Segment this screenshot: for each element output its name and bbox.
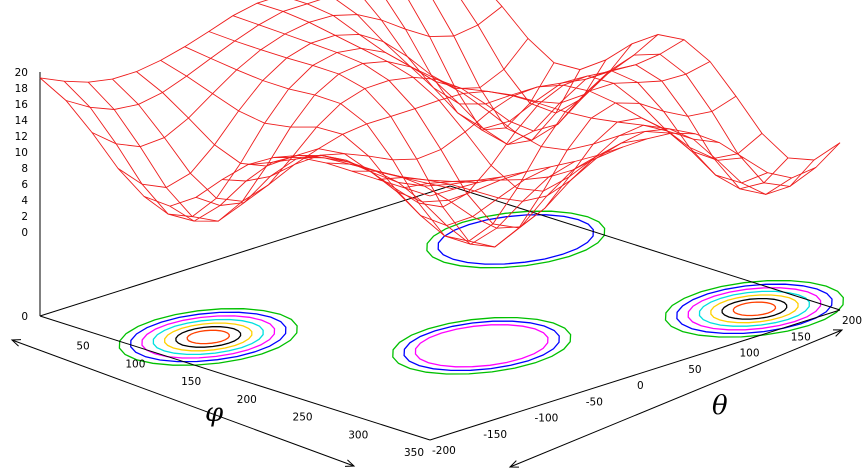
z-tick-label: 14 xyxy=(15,115,29,127)
surface-line-theta xyxy=(208,31,600,248)
surface-line-phi xyxy=(65,0,321,110)
contour-ring xyxy=(141,315,276,359)
axis-arrows xyxy=(10,329,844,468)
surface-line-theta xyxy=(87,81,479,222)
surface-line-theta xyxy=(63,80,455,222)
y-tick-label: 50 xyxy=(688,364,701,376)
contour-ring xyxy=(437,214,594,265)
x-tick-label: 250 xyxy=(293,412,313,424)
z-tick-label: 18 xyxy=(15,83,28,95)
surface-line-phi xyxy=(377,124,789,202)
surface-line-theta xyxy=(408,0,768,184)
contour-ring xyxy=(118,308,298,366)
surface-line-theta xyxy=(160,60,551,226)
surface-line-theta xyxy=(293,0,672,151)
surface-line-phi xyxy=(117,33,529,188)
x-tick-label: 100 xyxy=(125,358,145,370)
contour-ring xyxy=(186,329,230,345)
y-axis-arrow xyxy=(508,329,844,468)
surface-line-theta xyxy=(256,2,648,192)
surface-line-theta xyxy=(432,0,793,195)
surface-line-phi xyxy=(39,0,269,83)
surface-line-theta xyxy=(460,0,817,187)
frame-edge xyxy=(39,315,431,441)
surface-line-theta xyxy=(495,0,841,161)
frame-edge xyxy=(39,185,451,317)
z-tick-label: 8 xyxy=(21,163,28,175)
surface-line-phi xyxy=(325,95,737,248)
contour-ring xyxy=(175,326,242,348)
contour-ring xyxy=(130,311,287,363)
surface-mesh xyxy=(39,0,841,248)
surface-line-theta xyxy=(364,0,720,144)
surface-line-theta xyxy=(385,0,744,161)
frame-edge xyxy=(449,185,841,311)
surface-line-theta xyxy=(232,15,624,229)
z-tick-label: 2 xyxy=(21,211,28,223)
contour-ring xyxy=(698,290,810,327)
contour-ring xyxy=(710,294,799,324)
contour-ring xyxy=(152,318,264,356)
x-tick-label: 350 xyxy=(404,447,424,459)
x-tick-label: 300 xyxy=(348,429,368,441)
y-tick-label: 0 xyxy=(637,380,644,392)
y-tick-label: 200 xyxy=(842,315,862,327)
contour-ring xyxy=(721,297,788,320)
y-axis-label: θ xyxy=(712,391,728,421)
base-frame xyxy=(39,72,841,441)
z-tick-label: 20 xyxy=(15,67,28,79)
contour-ring xyxy=(164,322,253,352)
x-axis-arrow xyxy=(10,339,356,467)
z-tick-label: 12 xyxy=(15,131,28,143)
contour-ring xyxy=(732,301,777,317)
surface-line-theta xyxy=(136,71,527,203)
surface-line-phi xyxy=(91,6,503,148)
frame-edge xyxy=(429,309,841,441)
y-tick-label: -150 xyxy=(483,429,507,441)
z-tick-label: 16 xyxy=(15,99,29,111)
x-tick-label: 50 xyxy=(76,341,89,353)
y-tick-label: -200 xyxy=(432,445,456,457)
surface-line-phi xyxy=(169,60,581,222)
y-tick-label: -100 xyxy=(535,413,559,425)
contour-ring xyxy=(403,320,560,372)
contour-ring xyxy=(392,316,572,375)
z-tick-label: 4 xyxy=(21,195,28,207)
z-base-tick-label: 0 xyxy=(21,311,28,323)
surface-line-phi xyxy=(221,43,633,182)
contour-ring xyxy=(414,324,549,368)
contour-ring xyxy=(664,279,844,338)
surface-line-theta xyxy=(39,77,431,207)
surface-line-theta xyxy=(112,78,503,202)
contour-ring xyxy=(426,210,606,269)
z-tick-label: 0 xyxy=(21,227,28,239)
y-tick-label: 100 xyxy=(740,348,760,360)
surface-line-theta xyxy=(336,0,696,135)
x-axis-label: φ xyxy=(205,398,224,428)
z-tick-label: 6 xyxy=(21,179,28,191)
x-tick-label: 150 xyxy=(181,376,201,388)
contour-ring xyxy=(676,283,833,335)
z-tick-label: 10 xyxy=(15,147,28,159)
surface-line-theta xyxy=(184,46,575,245)
x-tick-label: 200 xyxy=(237,394,257,406)
contour-layer xyxy=(118,210,844,375)
y-tick-label: 150 xyxy=(791,331,811,343)
contour-ring xyxy=(687,287,822,331)
y-tick-label: -50 xyxy=(586,396,603,408)
